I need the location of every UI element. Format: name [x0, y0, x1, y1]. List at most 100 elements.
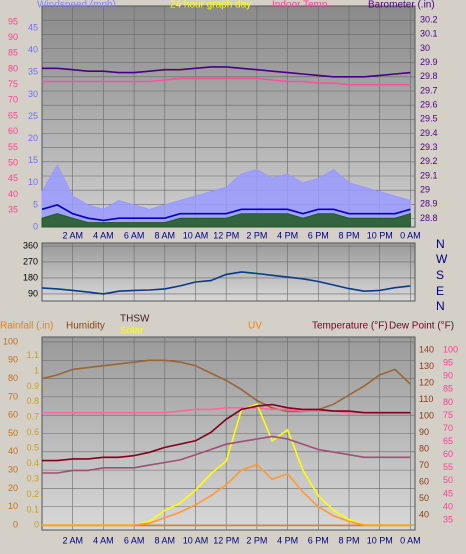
y-tick-label: 0.4: [26, 458, 39, 468]
y-tick-label: 95: [443, 358, 453, 368]
y-tick-label: 30: [28, 89, 38, 99]
y-tick-label: 80: [419, 443, 429, 453]
y-tick-label: 40: [28, 45, 38, 55]
y-tick-label: 70: [419, 460, 429, 470]
y-tick-label: 29.2: [420, 156, 438, 166]
y-tick-label: 0: [13, 519, 18, 529]
x-tick-label: 12 PM: [213, 535, 239, 545]
y-tick-label: 40: [443, 501, 453, 511]
x-tick-label: 0 AM: [400, 535, 421, 545]
compass-label: N: [436, 237, 445, 251]
y-tick-label: 0.7: [26, 412, 39, 422]
y-tick-label: 25: [28, 111, 38, 121]
y-tick-label: 29.6: [420, 100, 438, 110]
y-tick-label: 70: [443, 423, 453, 433]
legend-label: Temperature (°F): [312, 321, 388, 332]
y-tick-label: 29.5: [420, 114, 438, 124]
line: [42, 66, 411, 78]
y-tick-label: 55: [443, 462, 453, 472]
x-tick-label: 8 PM: [338, 230, 359, 240]
y-tick-label: 1: [34, 365, 39, 375]
x-tick-label: 8 PM: [338, 535, 359, 545]
y-tick-label: 90: [8, 32, 18, 42]
x-tick-label: 2 PM: [246, 230, 267, 240]
compass-label: W: [436, 252, 448, 266]
line: [42, 407, 411, 414]
y-tick-label: 60: [419, 476, 429, 486]
y-tick-label: 270: [23, 256, 38, 266]
y-tick-label: 80: [443, 397, 453, 407]
y-tick-label: 180: [23, 272, 38, 282]
y-tick-label: 29.8: [420, 71, 438, 81]
y-tick-label: 95: [8, 16, 18, 26]
area: [41, 164, 411, 228]
y-tick-label: 140: [419, 344, 434, 354]
x-tick-label: 6 PM: [308, 230, 329, 240]
y-tick-label: 90: [419, 427, 429, 437]
legend-label: THSW: [120, 314, 150, 325]
y-tick-label: 30.2: [420, 15, 438, 25]
y-tick-label: 40: [8, 446, 18, 456]
y-tick-label: 1.1: [26, 350, 39, 360]
x-tick-label: 12 PM: [213, 230, 239, 240]
y-tick-label: 28.8: [420, 213, 438, 223]
legend-label: Windspeed (mph): [37, 0, 116, 11]
y-tick-label: 0.5: [26, 443, 39, 453]
y-tick-label: 0.3: [26, 473, 39, 483]
y-tick-label: 75: [443, 410, 453, 420]
y-tick-label: 100: [419, 410, 434, 420]
y-tick-label: 50: [8, 157, 18, 167]
line: [42, 403, 411, 462]
legend-label: Humidity: [66, 321, 105, 332]
compass-label: E: [436, 284, 444, 298]
x-tick-label: 2 AM: [62, 230, 83, 240]
y-tick-label: 65: [443, 436, 453, 446]
y-tick-label: 50: [419, 493, 429, 503]
y-tick-label: 0: [33, 221, 38, 231]
y-tick-label: 85: [443, 384, 453, 394]
y-tick-label: 100: [443, 344, 458, 354]
y-tick-label: 130: [419, 361, 434, 371]
legend-label: Barometer (.in): [368, 0, 435, 11]
y-tick-label: 29.4: [420, 128, 438, 138]
line: [41, 271, 411, 295]
y-tick-label: 90: [443, 371, 453, 381]
compass-label: N: [436, 299, 445, 313]
x-tick-label: 0 AM: [400, 230, 421, 240]
legend-label: UV: [248, 321, 262, 332]
x-tick-label: 10 AM: [183, 230, 209, 240]
y-tick-label: 35: [8, 204, 18, 214]
y-tick-label: 85: [8, 48, 18, 58]
legend-label: Rainfall (.in): [0, 321, 53, 332]
y-tick-label: 0.6: [26, 427, 39, 437]
x-tick-label: 10 AM: [183, 535, 209, 545]
y-tick-label: 90: [28, 288, 38, 298]
y-tick-label: 0.2: [26, 489, 39, 499]
y-tick-label: 35: [443, 514, 453, 524]
y-tick-label: 10: [28, 177, 38, 187]
y-tick-label: 10: [8, 501, 18, 511]
y-tick-label: 29.9: [420, 57, 438, 67]
line: [41, 204, 411, 222]
x-tick-label: 4 PM: [277, 535, 298, 545]
y-tick-label: 45: [28, 22, 38, 32]
y-tick-label: 0.1: [26, 504, 39, 514]
line: [42, 435, 411, 474]
x-tick-label: 4 AM: [93, 230, 114, 240]
y-tick-label: 30: [420, 43, 430, 53]
y-tick-label: 65: [8, 110, 18, 120]
y-tick-label: 110: [419, 394, 433, 404]
y-tick-label: 29: [420, 185, 430, 195]
x-tick-label: 8 AM: [155, 230, 176, 240]
y-tick-label: 80: [8, 373, 18, 383]
y-tick-label: 60: [443, 449, 453, 459]
y-tick-label: 45: [443, 488, 453, 498]
y-tick-label: 40: [8, 189, 18, 199]
y-tick-label: 29.1: [420, 170, 438, 180]
y-tick-label: 60: [8, 126, 18, 136]
x-tick-label: 2 AM: [62, 535, 83, 545]
y-tick-label: 70: [8, 391, 18, 401]
y-tick-label: 0.9: [26, 381, 39, 391]
y-tick-label: 15: [28, 155, 38, 165]
x-tick-label: 6 PM: [308, 535, 329, 545]
